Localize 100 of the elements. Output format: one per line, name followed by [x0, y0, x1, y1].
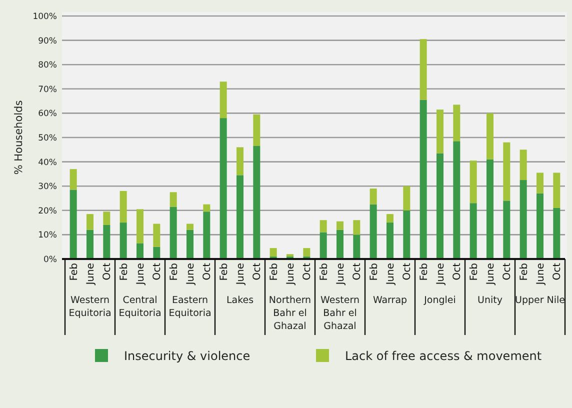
- bar: [286, 254, 294, 257]
- bar: [203, 212, 210, 259]
- text: Unity: [478, 295, 503, 306]
- bar: [136, 243, 144, 259]
- text: Lakes: [226, 295, 254, 306]
- bar: [503, 200, 510, 259]
- bar: [470, 203, 477, 259]
- y-tick-label: 30%: [38, 182, 57, 192]
- bar: [520, 150, 527, 180]
- bar: [186, 230, 194, 259]
- bar: [336, 221, 344, 230]
- bar: [70, 169, 77, 190]
- bar: [436, 110, 444, 154]
- x-tick-label: June: [486, 263, 496, 286]
- x-tick-label: Feb: [118, 263, 130, 281]
- bar: [103, 224, 110, 259]
- text: Western Equitoria: [68, 295, 112, 319]
- x-tick-label: Oct: [452, 262, 464, 280]
- bar: [186, 224, 194, 230]
- bar: [553, 172, 560, 208]
- bar: [486, 159, 494, 259]
- x-tick-label: Feb: [368, 263, 380, 281]
- bar: [370, 204, 377, 259]
- x-tick-label: Oct: [352, 262, 364, 280]
- bar: [86, 230, 94, 259]
- bar: [153, 246, 160, 259]
- x-tick-label: Feb: [268, 263, 280, 281]
- bar: [103, 212, 110, 225]
- x-tick-label: June: [186, 263, 196, 286]
- x-tick-label: Feb: [418, 263, 430, 281]
- text: Warrap: [372, 295, 408, 306]
- bar: [236, 147, 244, 176]
- x-tick-label: Feb: [318, 263, 330, 281]
- bar: [220, 82, 227, 118]
- text: Northern Bahr el Ghazal: [268, 295, 312, 332]
- y-tick-label: 50%: [38, 133, 57, 144]
- x-tick-label: June: [536, 263, 546, 286]
- bar: [353, 220, 360, 235]
- x-tick-label: June: [336, 263, 346, 286]
- bar: [386, 222, 394, 259]
- bar: [520, 180, 527, 259]
- x-tick-label: June: [436, 263, 446, 286]
- y-tick-label: 70%: [38, 84, 57, 95]
- bar: [536, 172, 544, 194]
- y-tick-label: 20%: [38, 206, 57, 216]
- x-tick-label: Oct: [252, 262, 264, 280]
- text: Jonglei: [423, 295, 456, 306]
- bar: [86, 214, 94, 230]
- x-tick-label: Feb: [218, 263, 230, 281]
- text: Eastern Equitoria: [168, 295, 212, 319]
- x-tick-label: Oct: [102, 262, 114, 280]
- bar: [220, 118, 227, 259]
- bar: [203, 204, 210, 212]
- bar: [320, 232, 327, 259]
- bar: [470, 160, 477, 204]
- y-tick-label: 90%: [38, 36, 57, 46]
- bar: [436, 153, 444, 259]
- bar: [420, 100, 427, 259]
- text: Central Equitoria: [118, 295, 162, 319]
- x-tick-label: June: [386, 263, 396, 286]
- x-tick-label: Feb: [518, 263, 530, 281]
- text: Western Bahr el Ghazal: [320, 295, 360, 332]
- x-tick-label: Feb: [68, 263, 80, 281]
- x-tick-label: June: [236, 263, 246, 286]
- x-tick-label: June: [136, 263, 146, 286]
- x-tick-label: Oct: [502, 262, 514, 280]
- y-tick-label: 100%: [32, 12, 57, 22]
- bar: [170, 206, 177, 259]
- bar: [320, 220, 327, 232]
- x-tick-label: Feb: [468, 263, 480, 281]
- bar: [253, 114, 260, 146]
- bar: [386, 214, 394, 223]
- y-tick-label: 80%: [38, 60, 57, 71]
- bar: [270, 248, 277, 257]
- legend-label: Insecurity & violence: [124, 349, 250, 364]
- x-tick-label: Oct: [302, 262, 314, 280]
- y-tick-label: 0%: [44, 254, 57, 265]
- bar: [403, 210, 410, 259]
- x-tick-label: Oct: [402, 262, 414, 280]
- bar: [153, 224, 160, 247]
- bar: [253, 146, 260, 259]
- bar: [370, 188, 377, 204]
- bar: [236, 175, 244, 259]
- bar: [336, 230, 344, 259]
- bar: [120, 222, 127, 259]
- bar: [170, 192, 177, 207]
- bar: [486, 113, 494, 160]
- bar: [70, 190, 77, 259]
- x-tick-label: Feb: [168, 263, 180, 281]
- bar: [403, 186, 410, 210]
- x-tick-label: June: [86, 263, 96, 286]
- bar: [303, 248, 310, 257]
- text: Upper Nile: [514, 295, 566, 306]
- bar: [136, 209, 144, 244]
- legend-label: Lack of free access & movement: [345, 349, 542, 364]
- x-tick-label: June: [286, 263, 296, 286]
- x-tick-label: Oct: [552, 262, 564, 280]
- bar: [453, 141, 460, 259]
- x-tick-label: Oct: [202, 262, 214, 280]
- bar: [536, 193, 544, 259]
